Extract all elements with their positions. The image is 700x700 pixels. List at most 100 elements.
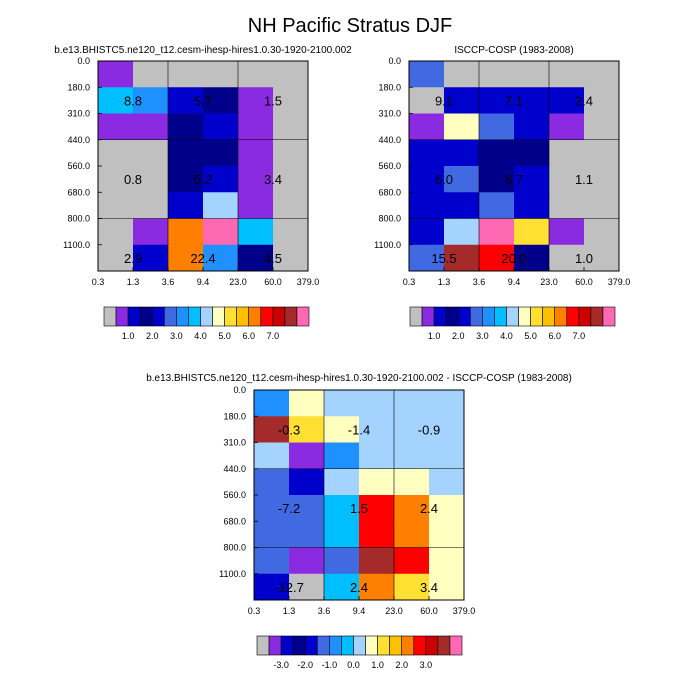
heatmap-cell: [254, 468, 290, 496]
heatmap-cell: [98, 61, 134, 88]
heatmap-cell: [514, 244, 550, 272]
heatmap-cell: [444, 61, 480, 88]
heatmap-cell: [409, 244, 445, 272]
heatmap-cell: [203, 61, 239, 88]
value-label: 3.4: [420, 580, 438, 595]
heatmap-cell: [514, 218, 550, 246]
heatmap-cell: [133, 192, 169, 219]
colorbar-swatch: [413, 635, 427, 656]
heatmap-cell: [359, 390, 395, 417]
heatmap-cell: [98, 192, 134, 219]
heatmap-cell: [254, 442, 290, 470]
heatmap-cell: [394, 521, 430, 548]
heatmap-cell: [168, 244, 204, 272]
value-label: 6.0: [435, 172, 453, 187]
heatmap-cell: [273, 113, 309, 141]
heatmap-cell: [444, 166, 480, 193]
panel-2-title: ISCCP-COSP (1983-2008): [454, 45, 573, 56]
heatmap-cell: [479, 87, 515, 114]
heatmap-cell: [549, 192, 585, 219]
colorbar-swatch: [494, 306, 507, 327]
colorbar-label: 1.0: [122, 331, 135, 341]
heatmap-cell: [238, 87, 274, 114]
heatmap-cell: [254, 521, 290, 548]
heatmap-cell: [168, 113, 204, 141]
y-tick-label: 180.0: [67, 82, 90, 92]
heatmap-cell: [168, 139, 204, 167]
panel-1-title: b.e13.BHISTC5.ne120_t12.cesm-ihesp-hires…: [54, 45, 352, 56]
y-tick-label: 560.0: [67, 161, 90, 171]
colorbar-label: -1.0: [322, 660, 338, 670]
y-tick-label: 310.0: [223, 438, 246, 448]
heatmap-cell: [289, 547, 325, 575]
colorbar-swatch: [578, 306, 592, 327]
colorbar-swatch: [602, 306, 616, 327]
figure-title: NH Pacific Stratus DJF: [248, 15, 452, 37]
colorbar-swatch: [280, 635, 294, 656]
heatmap-cell: [359, 495, 395, 522]
y-tick-label: 560.0: [378, 161, 401, 171]
y-tick-label: 680.0: [223, 516, 246, 526]
heatmap-cell: [429, 521, 465, 548]
heatmap-cell: [549, 139, 585, 167]
heatmap-cell: [98, 244, 134, 272]
heatmap-cell: [168, 218, 204, 246]
heatmap-cell: [444, 192, 480, 219]
heatmap-cell: [514, 192, 550, 219]
x-tick-label: 3.6: [473, 277, 486, 287]
heatmap-cell: [444, 218, 480, 246]
y-tick-label: 1100.0: [219, 569, 246, 579]
colorbar-label: 7.0: [267, 331, 280, 341]
value-label: 6.7: [505, 172, 523, 187]
colorbar-swatch: [506, 306, 519, 327]
heatmap-cell: [324, 521, 360, 548]
heatmap-cell: [203, 113, 239, 141]
colorbar-label: 3.0: [420, 660, 433, 670]
heatmap-cell: [584, 192, 620, 219]
heatmap-cell: [409, 139, 445, 167]
heatmap-cell: [98, 139, 134, 167]
heatmap-cell: [359, 521, 395, 548]
heatmap-cell: [289, 495, 325, 522]
x-tick-label: 3.6: [162, 277, 175, 287]
colorbar-swatch: [200, 306, 213, 327]
colorbar-swatch: [377, 635, 390, 656]
colorbar-swatch: [469, 306, 483, 327]
colorbar-swatch: [542, 306, 556, 327]
y-tick-label: 1100.0: [374, 240, 401, 250]
colorbar-swatch: [292, 635, 306, 656]
heatmap-cell: [429, 468, 465, 496]
heatmap-cell: [549, 244, 585, 272]
heatmap-cell: [203, 244, 239, 272]
heatmap-cell: [409, 87, 445, 114]
heatmap-cell: [444, 139, 480, 167]
colorbar-swatch: [212, 306, 225, 327]
value-label: 4.5: [264, 251, 282, 266]
colorbar-swatch: [236, 306, 250, 327]
heatmap-cell: [479, 192, 515, 219]
heatmap-cell: [584, 139, 620, 167]
colorbar-swatch: [296, 306, 310, 327]
heatmap-cell: [203, 139, 239, 167]
colorbar-swatch: [530, 306, 543, 327]
y-tick-label: 800.0: [378, 214, 401, 224]
x-tick-label: 1.3: [283, 606, 296, 616]
heatmap-cell: [479, 61, 515, 88]
heatmap-cell: [409, 192, 445, 219]
heatmap-cell: [359, 416, 395, 443]
heatmap-cell: [324, 495, 360, 522]
heatmap-cell: [133, 218, 169, 246]
x-tick-label: 60.0: [575, 277, 593, 287]
heatmap-cell: [429, 442, 465, 470]
heatmap-cell: [238, 61, 274, 88]
value-label: 22.4: [190, 251, 215, 266]
colorbar-label: 5.0: [524, 331, 537, 341]
heatmap-cell: [584, 244, 620, 272]
heatmap-cell: [429, 495, 465, 522]
colorbar-swatch: [482, 306, 495, 327]
colorbar-swatch: [103, 306, 117, 327]
heatmap-cell: [444, 87, 480, 114]
x-tick-label: 60.0: [264, 277, 282, 287]
heatmap-cell: [324, 547, 360, 575]
